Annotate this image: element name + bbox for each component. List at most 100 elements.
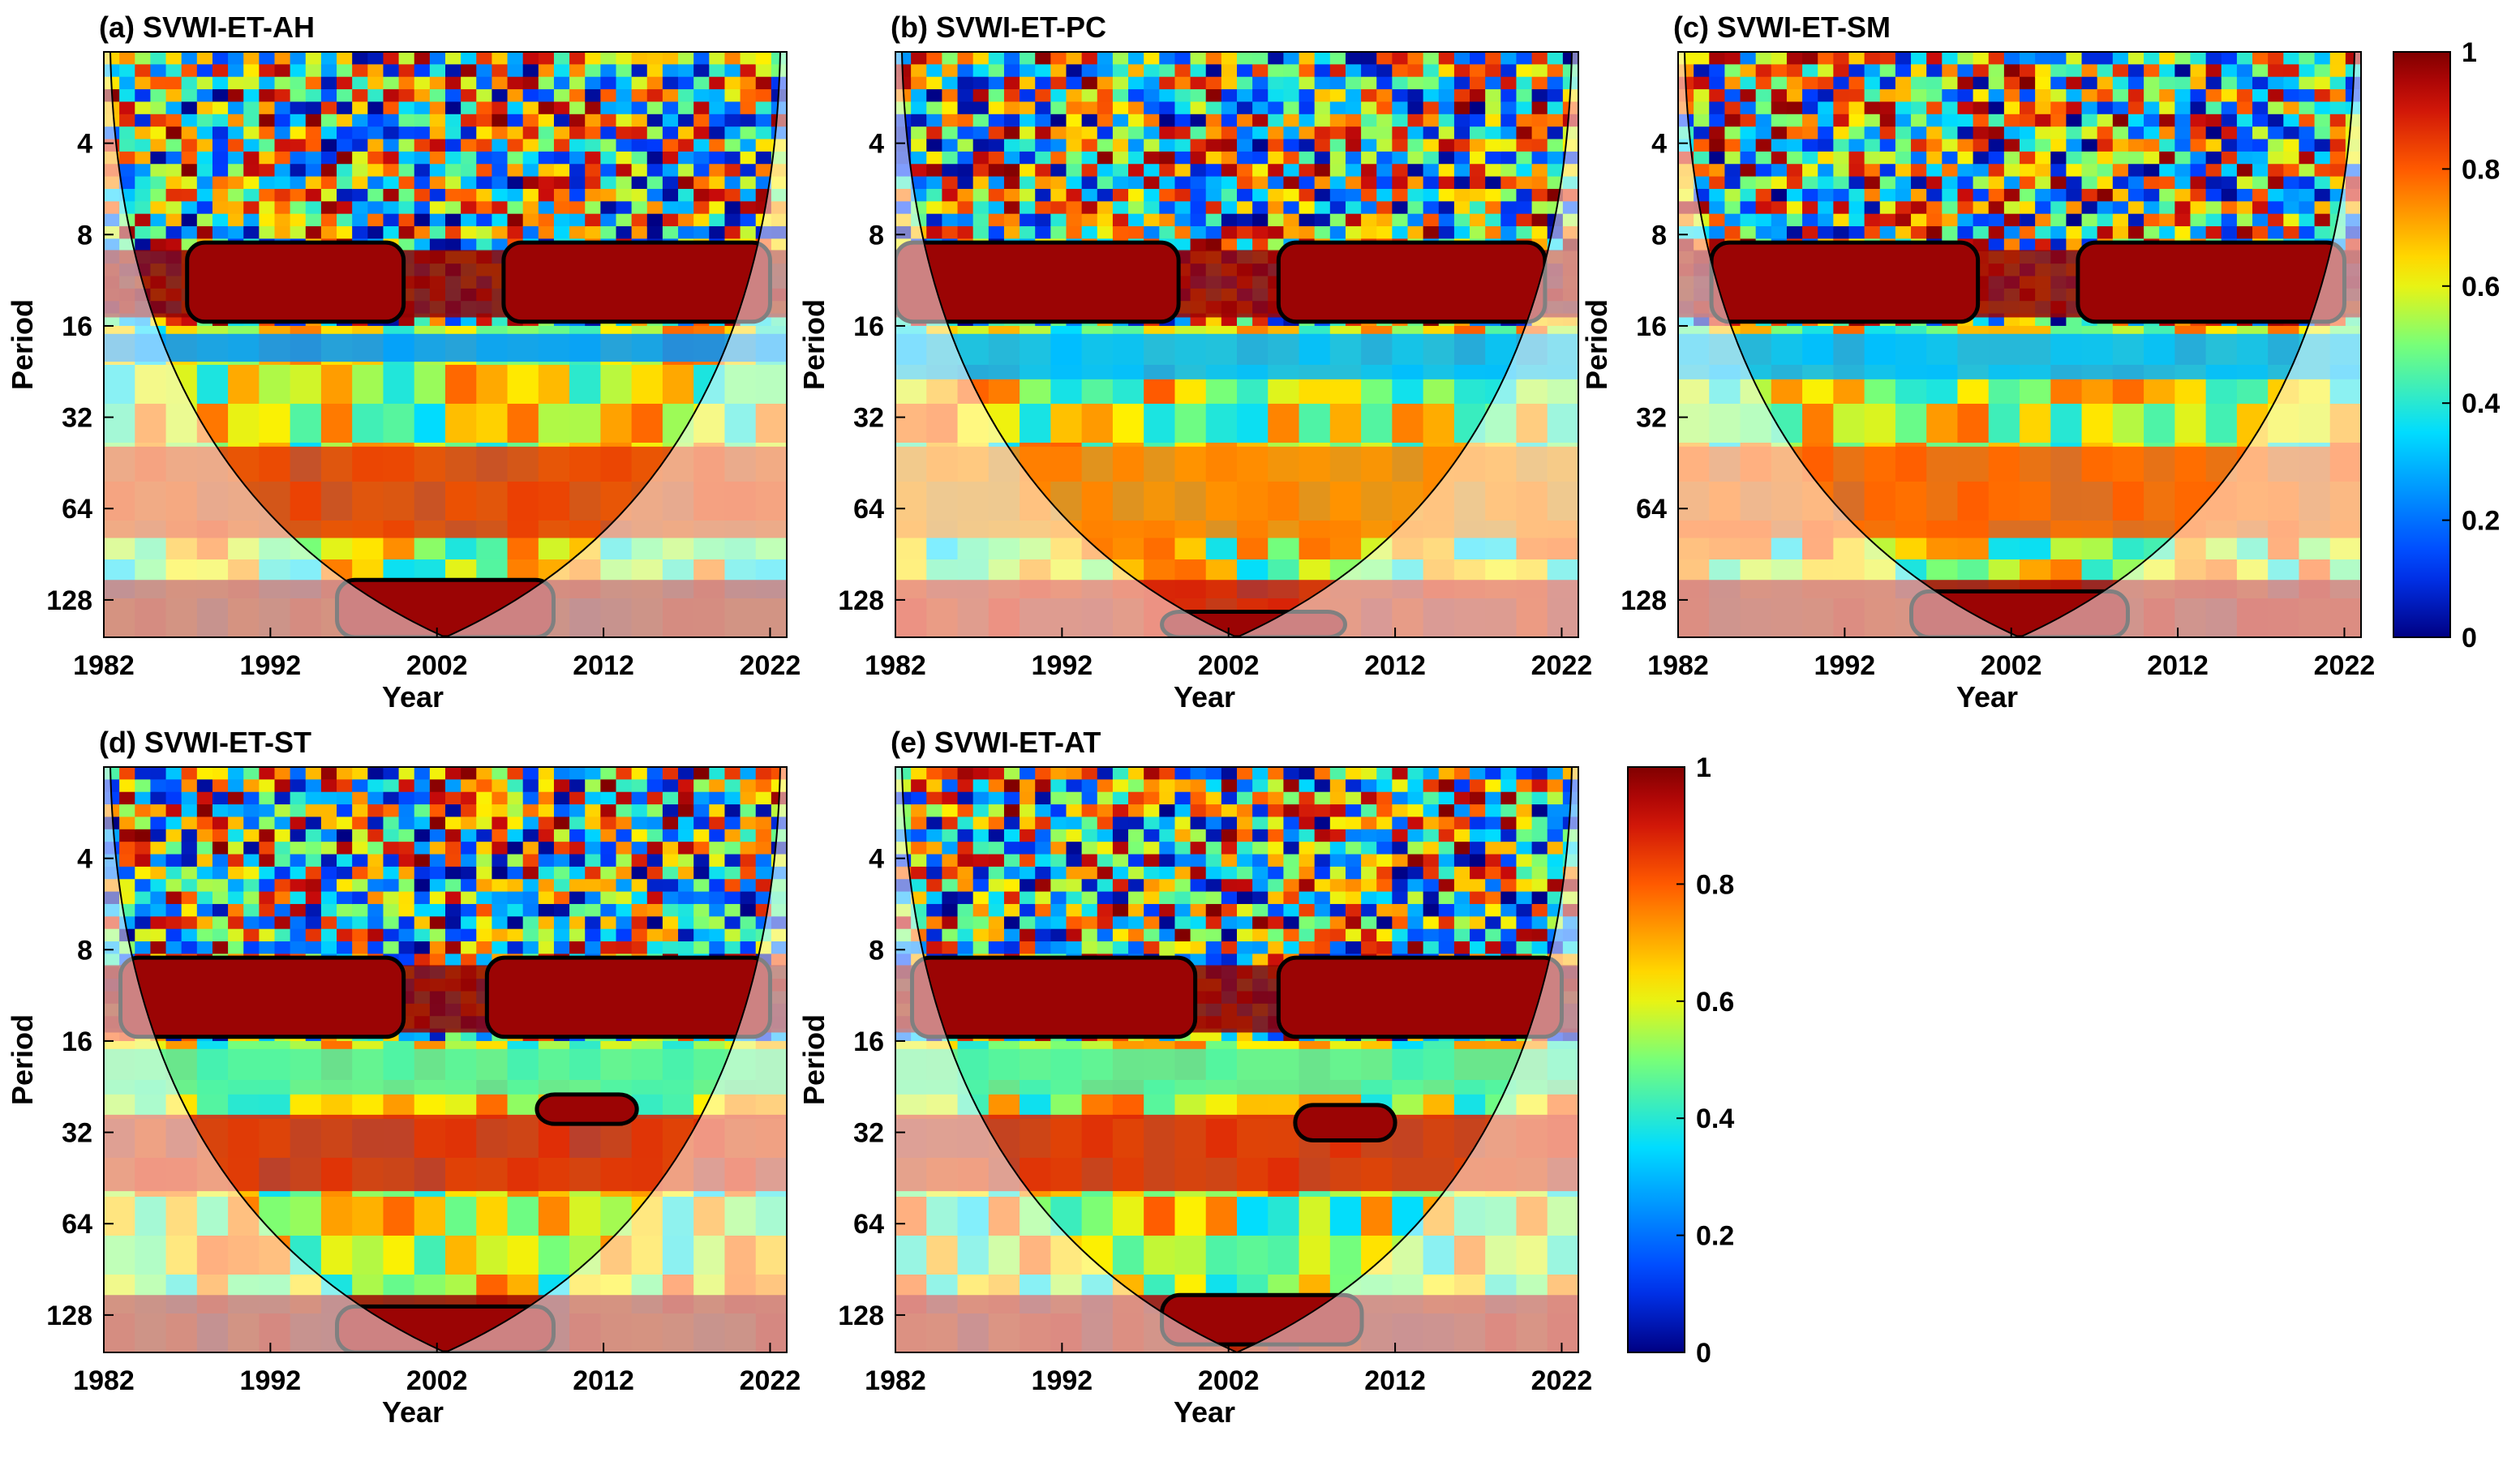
- coherence-cell: [1067, 941, 1083, 954]
- coherence-cell: [1174, 177, 1191, 190]
- coherence-cell: [1756, 126, 1772, 139]
- coherence-cell: [1159, 177, 1175, 190]
- coherence-cell: [337, 929, 353, 942]
- coherence-cell: [1470, 77, 1486, 90]
- coherence-cell: [321, 177, 337, 190]
- coherence-cell: [243, 779, 260, 792]
- coherence-cell: [1067, 879, 1083, 892]
- coherence-cell: [243, 64, 260, 77]
- coherence-cell: [492, 829, 508, 842]
- plot-area: [895, 767, 1579, 1353]
- coherence-cell: [1833, 214, 1849, 227]
- coherence-cell: [337, 792, 353, 805]
- coherence-cell: [958, 114, 974, 127]
- coherence-cell: [1376, 139, 1393, 152]
- coherence-cell: [2144, 139, 2160, 152]
- coherence-cell: [2330, 64, 2346, 77]
- coherence-cell: [942, 842, 958, 855]
- coherence-cell: [352, 101, 368, 114]
- coherence-cell: [430, 953, 446, 966]
- coherence-cell: [2144, 114, 2160, 127]
- coherence-cell: [1470, 214, 1486, 227]
- coherence-cell: [1237, 139, 1253, 152]
- coherence-cell: [2128, 52, 2144, 65]
- coherence-cell: [228, 89, 244, 102]
- coherence-cell: [942, 916, 958, 929]
- coherence-cell: [1067, 767, 1083, 780]
- coherence-cell: [678, 77, 694, 90]
- coherence-cell: [1818, 139, 1834, 152]
- coherence-cell: [2097, 189, 2114, 202]
- coherence-cell: [275, 829, 291, 842]
- coherence-cell: [1206, 139, 1222, 152]
- coherence-cell: [135, 804, 151, 817]
- coherence-cell: [306, 941, 322, 954]
- coherence-cell: [600, 779, 616, 792]
- coherence-cell: [1020, 77, 1036, 90]
- coherence-cell: [958, 214, 974, 227]
- coherence-cell: [1771, 77, 1788, 90]
- coherence-cell: [414, 365, 446, 405]
- coherence-cell: [197, 867, 213, 880]
- coherence-cell: [306, 867, 322, 880]
- coherence-cell: [1532, 201, 1548, 214]
- coherence-cell: [724, 842, 741, 855]
- coherence-cell: [741, 879, 757, 892]
- y-tick-label: 8: [77, 220, 92, 251]
- coherence-cell: [352, 64, 368, 77]
- coherence-cell: [647, 64, 663, 77]
- coherence-cell: [2283, 189, 2299, 202]
- coherence-cell: [1423, 77, 1440, 90]
- coherence-cell: [228, 804, 244, 817]
- coherence-cell: [1035, 152, 1051, 165]
- coherence-cell: [585, 226, 601, 239]
- coherence-cell: [508, 1197, 539, 1236]
- coherence-cell: [632, 164, 648, 177]
- coherence-cell: [2315, 52, 2331, 65]
- coherence-cell: [554, 77, 570, 90]
- coherence-cell: [1206, 226, 1222, 239]
- coherence-cell: [1050, 867, 1067, 880]
- coherence-cell: [1516, 126, 1532, 139]
- coherence-cell: [1392, 189, 1408, 202]
- coherence-cell: [585, 929, 601, 942]
- coherence-cell: [1144, 404, 1175, 444]
- coherence-cell: [445, 953, 461, 966]
- coherence-cell: [616, 829, 633, 842]
- coherence-cell: [352, 139, 368, 152]
- plot-area: [1678, 52, 2362, 638]
- coherence-cell: [1097, 152, 1114, 165]
- coherence-cell: [1709, 101, 1725, 114]
- coherence-cell: [2144, 152, 2160, 165]
- coherence-cell: [585, 189, 601, 202]
- coherence-cell: [508, 842, 524, 855]
- coherence-cell: [600, 879, 616, 892]
- coherence-cell: [275, 152, 291, 165]
- coherence-cell: [1849, 114, 1865, 127]
- coherence-cell: [119, 855, 135, 868]
- coherence-cell: [445, 152, 461, 165]
- coherence-cell: [383, 792, 399, 805]
- coherence-cell: [1470, 52, 1486, 65]
- coherence-cell: [2066, 126, 2082, 139]
- coherence-cell: [973, 177, 990, 190]
- coherence-cell: [197, 767, 213, 780]
- coherence-cell: [197, 177, 213, 190]
- coherence-cell: [724, 879, 741, 892]
- coherence-cell: [2082, 404, 2114, 444]
- coherence-cell: [135, 792, 151, 805]
- coherence-cell: [1989, 404, 2020, 444]
- coherence-cell: [1346, 114, 1362, 127]
- coherence-cell: [352, 404, 384, 444]
- coherence-cell: [166, 101, 182, 114]
- coherence-cell: [445, 792, 461, 805]
- coherence-cell: [399, 164, 415, 177]
- coherence-cell: [367, 77, 384, 90]
- coherence-cell: [709, 201, 725, 214]
- coherence-cell: [275, 201, 291, 214]
- coherence-cell: [1532, 189, 1548, 202]
- coherence-cell: [1989, 226, 2005, 239]
- coherence-cell: [2237, 226, 2253, 239]
- coherence-cell: [1299, 52, 1316, 65]
- coherence-cell: [352, 867, 368, 880]
